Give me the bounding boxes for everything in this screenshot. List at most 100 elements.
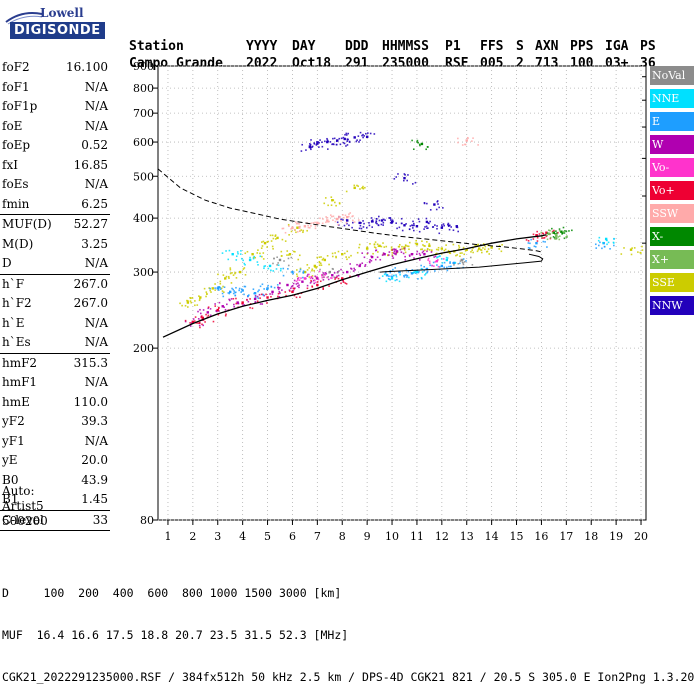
echo-point-scatter (609, 248, 611, 250)
echo-point-scatter (555, 235, 557, 237)
echo-point-scatter (356, 263, 358, 266)
echo-point-scatter (437, 203, 439, 205)
echo-point-scatter (431, 226, 434, 228)
echo-point (440, 226, 444, 229)
echo-point-scatter (252, 256, 255, 259)
echo-point-scatter (208, 287, 211, 289)
echo-point-scatter (257, 297, 260, 300)
param-value: 33 (92, 512, 108, 527)
echo-point-scatter (345, 283, 348, 285)
echo-point-scatter (325, 216, 327, 218)
echo-point-scatter (197, 322, 199, 325)
echo-point-scatter (392, 257, 395, 259)
echo-point-scatter (464, 143, 466, 146)
echo-point-scatter (295, 283, 298, 285)
echo-point-scatter (408, 254, 411, 257)
echo-point-scatter (449, 265, 452, 268)
echo-point-scatter (376, 222, 378, 225)
echo-point-scatter (563, 237, 566, 240)
echo-point-scatter (322, 279, 325, 281)
echo-point-scatter (426, 202, 428, 205)
echo-point-scatter (391, 251, 394, 254)
echo-point-scatter (477, 144, 479, 146)
echo-point-scatter (448, 224, 450, 227)
echo-point-scatter (234, 272, 236, 275)
echo-point-scatter (234, 294, 236, 297)
echo-point-scatter (200, 316, 203, 319)
echo-point-scatter (287, 268, 289, 270)
echo-point-scatter (472, 251, 474, 254)
echo-point-scatter (243, 304, 246, 306)
echo-point-scatter (332, 137, 334, 140)
echo-point-scatter (366, 246, 369, 249)
echo-point-scatter (348, 224, 350, 227)
echo-point-scatter (426, 241, 428, 243)
ionogram-chart: 1 2 3 4 5 6 7 8 9 10 11 12 13 14 15 16 17 18 19 20802003004… (133, 60, 648, 543)
echo-point-scatter (321, 276, 324, 279)
echo-point-scatter (288, 234, 290, 236)
param-separator (0, 352, 110, 354)
echo-point-scatter (294, 228, 296, 231)
echo-point-scatter (448, 265, 450, 268)
echo-point (440, 264, 444, 268)
echo-point-scatter (346, 138, 349, 141)
series-x- (540, 229, 568, 241)
echo-point-scatter (292, 272, 294, 275)
echo-point-scatter (296, 222, 299, 225)
echo-point-scatter (207, 307, 210, 310)
echo-point-scatter (369, 132, 372, 135)
echo-point-scatter (298, 279, 301, 281)
echo-point-scatter (229, 299, 231, 302)
echo-point-scatter (394, 249, 396, 251)
echo-point-scatter (398, 243, 401, 246)
echo-point-scatter (445, 256, 448, 259)
echo-point-scatter (364, 186, 366, 189)
echo-point-scatter (397, 173, 399, 175)
param-row: fxI 16.85 (0, 156, 110, 176)
echo-point-scatter (385, 245, 388, 248)
echo-point-scatter (292, 289, 295, 292)
echo-point-scatter (368, 222, 370, 224)
echo-point-scatter (385, 273, 388, 276)
echo-point-scatter (308, 146, 311, 149)
echo-point (326, 140, 329, 144)
echo-point (343, 137, 346, 141)
echo-point-scatter (297, 277, 299, 280)
echo-point-scatter (469, 256, 472, 259)
echo-point-scatter (302, 270, 305, 272)
echo-point-scatter (338, 215, 340, 218)
echo-point-scatter (561, 232, 564, 234)
echo-point-scatter (330, 196, 333, 198)
echo-point-scatter (261, 293, 264, 296)
echo-point-scatter (598, 244, 600, 247)
echo-point-scatter (459, 252, 462, 255)
echo-point-scatter (400, 217, 403, 220)
echo-point-scatter (360, 227, 363, 230)
echo-point-scatter (267, 240, 270, 243)
echo-point-scatter (426, 250, 428, 253)
echo-point-scatter (270, 269, 272, 272)
echo-point (415, 270, 419, 274)
param-value: 39.3 (81, 414, 108, 428)
echo-point-scatter (437, 265, 440, 268)
echo-point-scatter (459, 255, 461, 258)
param-row: B1 1.45 (0, 490, 110, 510)
echo-point-scatter (348, 213, 350, 215)
echo-point-scatter (345, 132, 348, 135)
echo-point (555, 234, 558, 237)
echo-point-scatter (240, 291, 242, 293)
echo-point-scatter (541, 232, 544, 234)
echo-point-scatter (421, 240, 423, 242)
echo-point-scatter (382, 218, 385, 221)
echo-point-scatter (633, 247, 636, 249)
echo-point-scatter (384, 272, 387, 274)
echo-point-scatter (404, 251, 407, 254)
echo-point (268, 264, 272, 268)
echo-point-scatter (337, 223, 340, 226)
echo-point-scatter (338, 202, 341, 204)
echo-point-scatter (294, 250, 296, 253)
echo-point-scatter (316, 256, 319, 259)
echo-point-scatter (406, 179, 408, 182)
echo-point-scatter (376, 256, 379, 259)
echo-point-scatter (381, 254, 384, 256)
